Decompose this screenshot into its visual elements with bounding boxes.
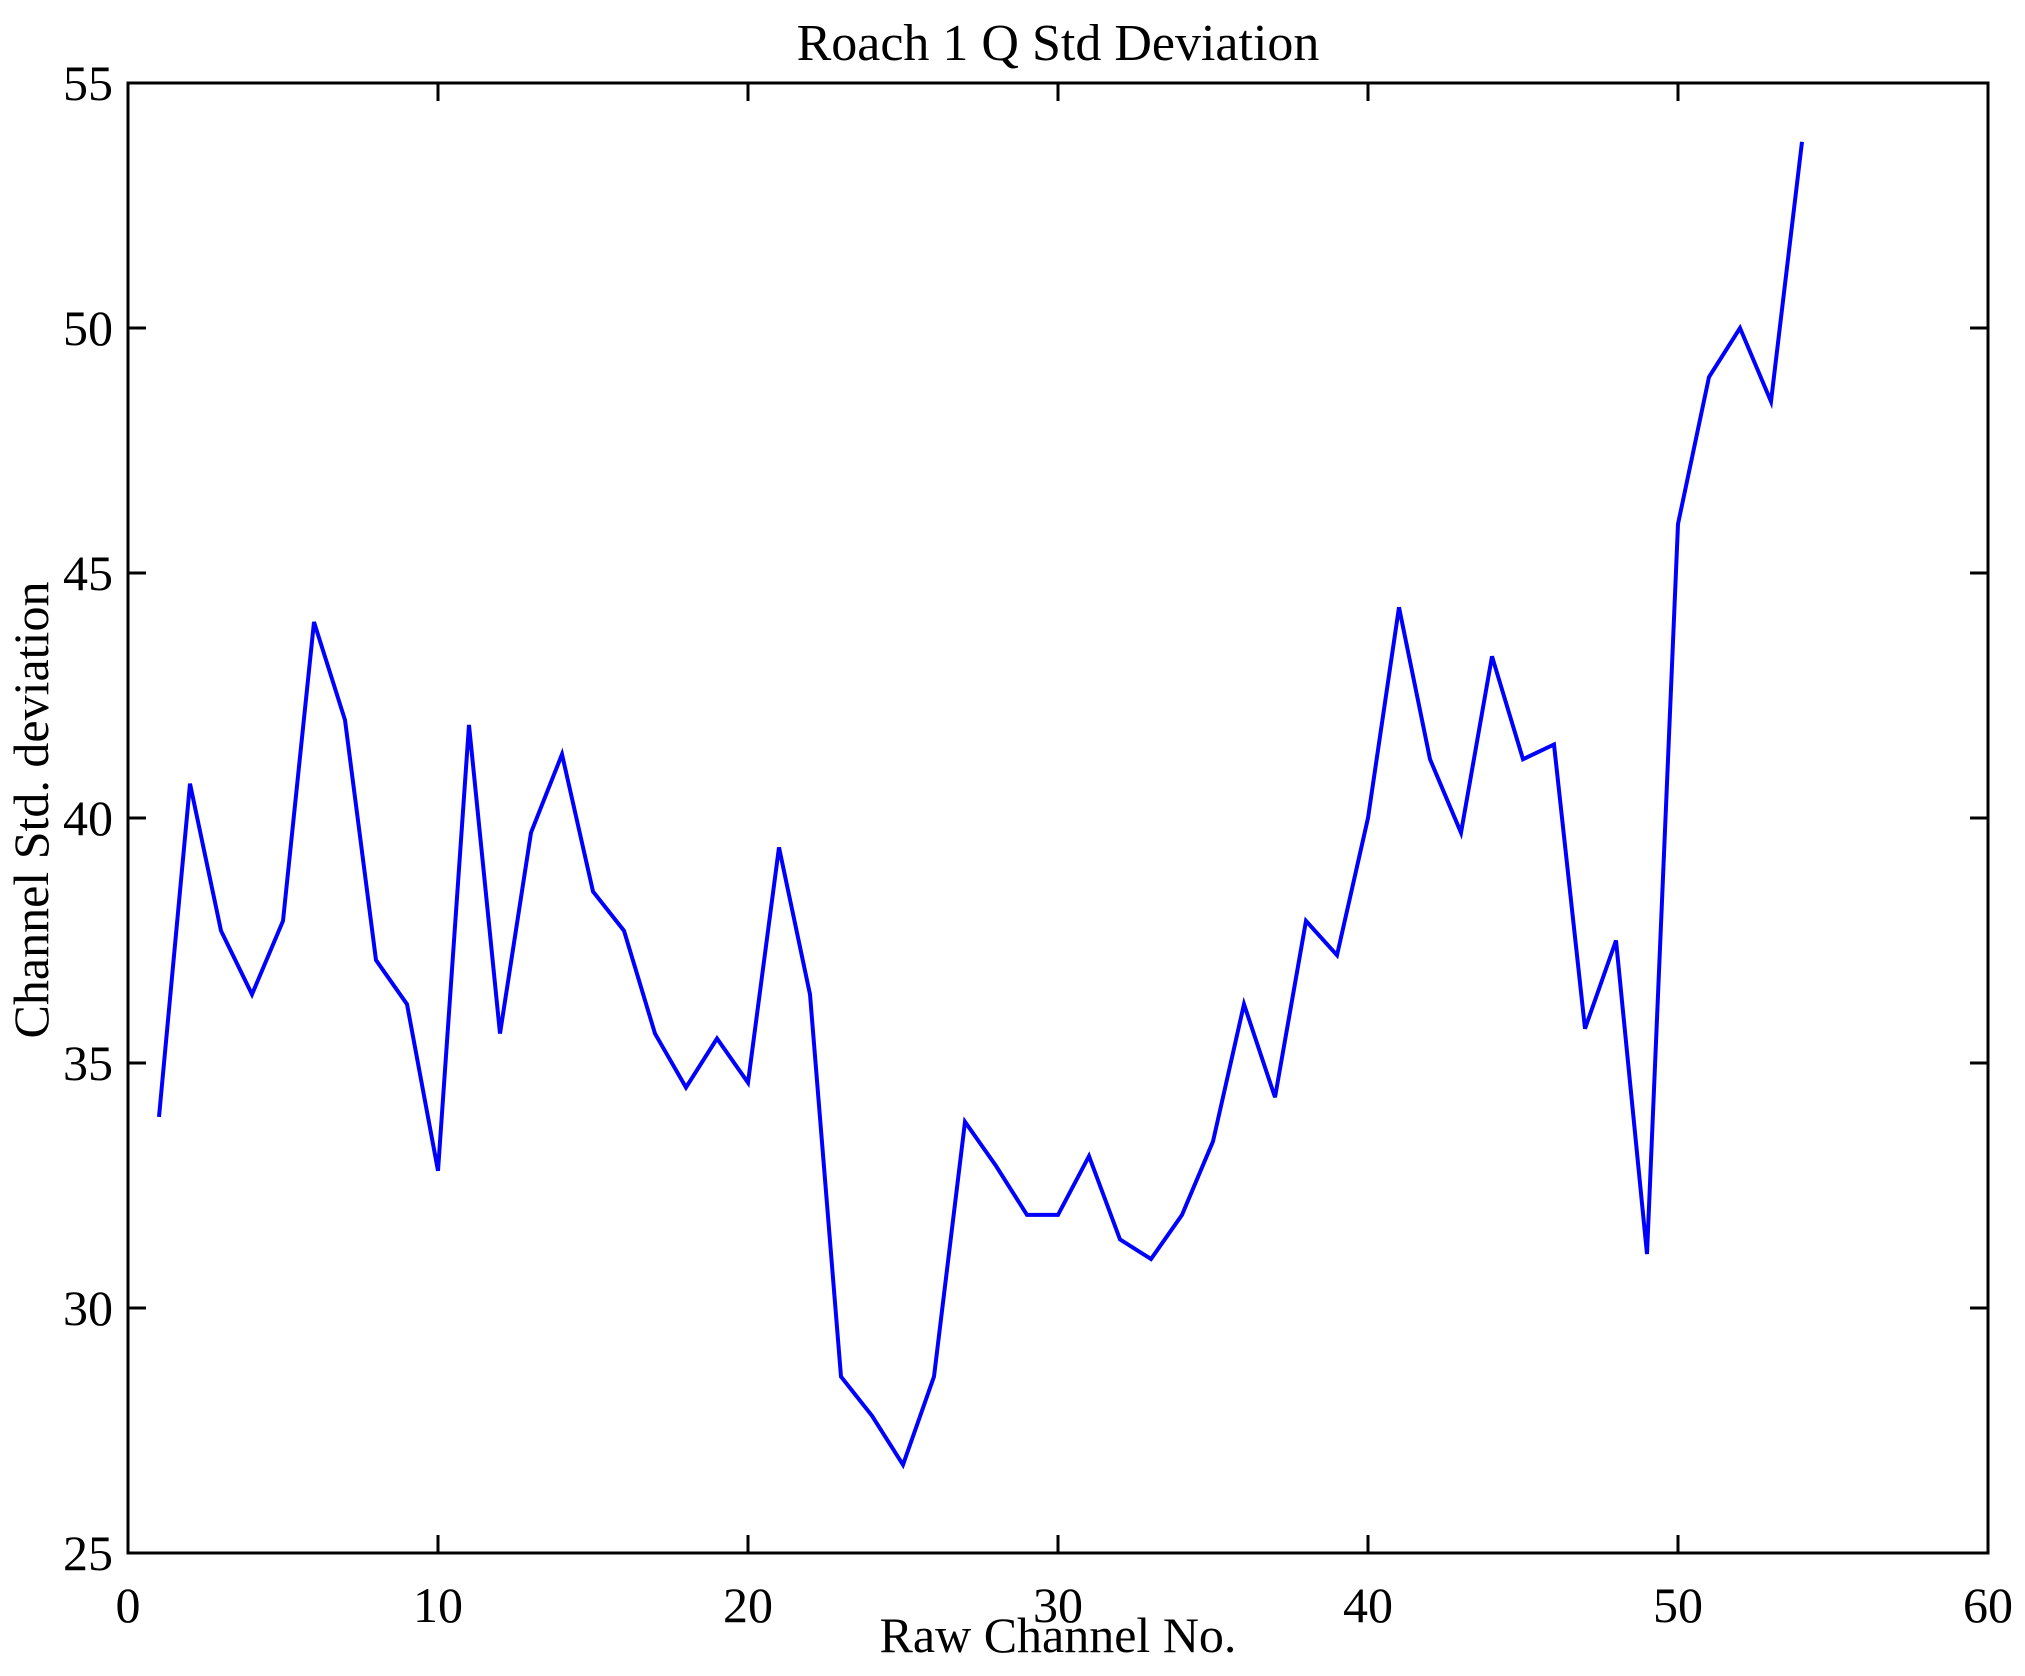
x-tick-label: 50 (1653, 1577, 1703, 1633)
chart-title: Roach 1 Q Std Deviation (797, 15, 1320, 72)
y-tick-label: 30 (63, 1280, 113, 1336)
y-tick-label: 40 (63, 790, 113, 846)
y-tick-label: 25 (63, 1525, 113, 1581)
y-axis-label: Channel Std. deviation (3, 582, 59, 1039)
x-tick-label: 0 (116, 1577, 141, 1633)
x-tick-label: 30 (1033, 1577, 1083, 1633)
tick-group: 0 10 20 30 40 50 60 25 30 35 40 45 50 55 (63, 55, 2013, 1633)
series-group (157, 141, 1804, 1470)
x-tick-label: 40 (1343, 1577, 1393, 1633)
axes-box (126, 81, 1990, 1555)
y-tick-label: 35 (63, 1035, 113, 1091)
x-tick-label: 20 (723, 1577, 773, 1633)
y-tick-label: 50 (63, 300, 113, 356)
data-line (157, 141, 1804, 1470)
x-axis-label: Raw Channel No. (880, 1607, 1237, 1663)
x-tick-label: 60 (1963, 1577, 2013, 1633)
y-tick-label: 45 (63, 545, 113, 601)
y-tick-label: 55 (63, 55, 113, 111)
x-tick-label: 10 (413, 1577, 463, 1633)
